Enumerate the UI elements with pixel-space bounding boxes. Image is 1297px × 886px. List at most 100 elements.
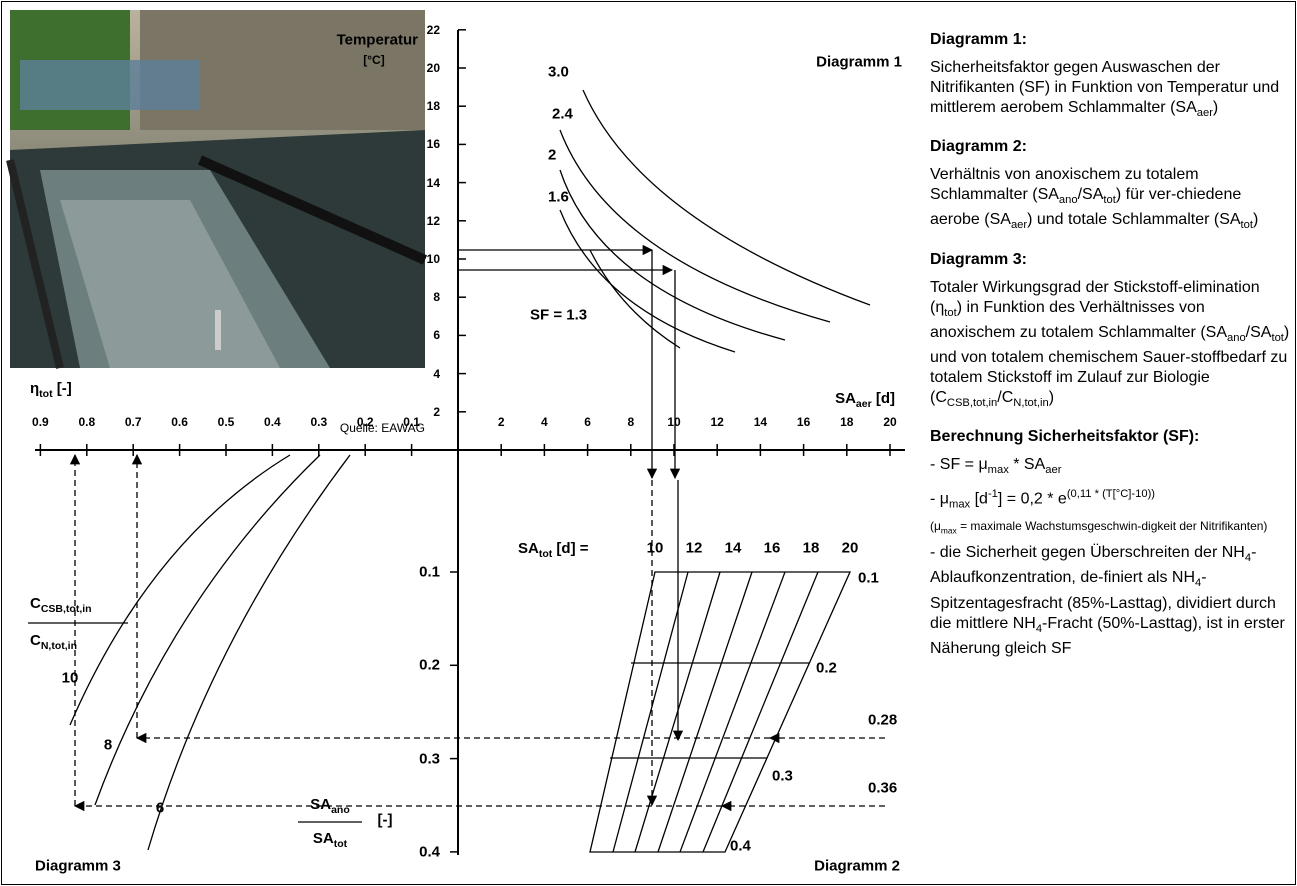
eta-curves <box>70 455 350 850</box>
text-run: - die Sicherheit gegen Überschreiten der… <box>930 544 1245 561</box>
cod-numerator: CCSB,tot,in <box>30 595 92 615</box>
x-tick-label: 10 <box>667 415 680 429</box>
reading-label: 0.28 <box>868 712 897 729</box>
text-run: η <box>30 380 39 397</box>
y-tick-label: 22 <box>427 23 440 37</box>
y-tick-label: 12 <box>427 214 440 228</box>
subscript: tot <box>1103 194 1115 206</box>
diagram-label: Diagramm 2 <box>814 858 900 875</box>
y-tick-label: 10 <box>427 252 440 266</box>
ratio-tick-label: 0.4 <box>419 843 440 860</box>
subscript: max <box>949 499 970 511</box>
section-text: Totaler Wirkungsgrad der Stickstoff-elim… <box>930 278 1292 414</box>
curve-label: 6 <box>156 800 164 817</box>
text-run: [d] = <box>552 540 588 557</box>
curve-label: 2.4 <box>552 106 573 123</box>
x-tick-label: 2 <box>498 415 505 429</box>
y-tick-label: 4 <box>433 367 440 381</box>
subscript: aer <box>1197 107 1213 119</box>
text-run: = maximale Wachstumsgeschwin-digkeit der… <box>957 519 1268 533</box>
diagram-label: Diagramm 3 <box>35 858 121 875</box>
calc-item: - SF = μmax * SAaer <box>930 455 1292 480</box>
text-run: - SF = μ <box>930 456 988 473</box>
cod-denominator: CN,tot,in <box>30 632 77 652</box>
text-run: [d] <box>872 390 895 407</box>
subscript: tot <box>1241 220 1253 232</box>
eta-tick-label: 0.1 <box>403 415 420 429</box>
x-tick-label: 4 <box>541 415 548 429</box>
x-tick-label: 8 <box>627 415 634 429</box>
eta-tick-label: 0.6 <box>171 415 188 429</box>
y-tick-label: 20 <box>427 61 440 75</box>
eta-tick-label: 0.4 <box>264 415 281 429</box>
y-axis-title: Temperatur <box>337 32 418 49</box>
grid-label: 0.3 <box>772 768 793 785</box>
x-tick-label: 14 <box>754 415 767 429</box>
ratio-denominator: SAtot <box>313 830 347 850</box>
text-run: ) in Funktion des Verhältnisses von anox… <box>930 299 1227 341</box>
text-run: ) <box>1049 389 1054 406</box>
text-run: /SA <box>1078 186 1104 203</box>
sa-tot-title: SAtot [d] = <box>518 540 589 560</box>
y-tick-label: 6 <box>433 328 440 342</box>
curve-label: 1.6 <box>548 189 569 206</box>
subscript: ano <box>1059 194 1078 206</box>
section-text: Verhältnis von anoxischem zu totalem Sch… <box>930 165 1292 235</box>
text-run: C <box>30 595 41 612</box>
text-run: C <box>30 632 41 649</box>
ratio-tick-label: 0.2 <box>419 657 440 674</box>
ratio-numerator: SAano <box>310 796 350 816</box>
text-run: ) <box>1213 99 1218 116</box>
y-tick-label: 16 <box>427 137 440 151</box>
text-run: ) und totale Schlammalter (SA <box>1027 211 1240 228</box>
subscript: tot <box>39 388 52 400</box>
subscript: max <box>941 525 957 535</box>
text-run: /C <box>997 389 1013 406</box>
sa-tot-label: 18 <box>803 540 820 557</box>
ratio-tick-label: 0.3 <box>419 750 440 767</box>
calc-block: Berechnung Sicherheitsfaktor (SF): - SF =… <box>930 427 1292 659</box>
x-tick-label: 16 <box>797 415 810 429</box>
x-tick-label: 12 <box>711 415 724 429</box>
curve-label: SF = 1.3 <box>530 307 587 324</box>
calc-title: Berechnung Sicherheitsfaktor (SF): <box>930 427 1292 447</box>
x-axis-title: SAaer [d] <box>835 390 895 410</box>
text-run: SA <box>310 796 331 813</box>
sf-curves <box>560 90 870 352</box>
reading-label: 0.36 <box>868 780 897 797</box>
eta-tick-label: 0.2 <box>357 415 374 429</box>
x-tick-label: 18 <box>840 415 853 429</box>
grid-label: 0.4 <box>730 838 751 855</box>
section-text: Sicherheitsfaktor gegen Auswaschen der N… <box>930 58 1292 123</box>
sa-grid <box>590 572 850 852</box>
reading-arrows <box>458 250 678 740</box>
calc-item: - die Sicherheit gegen Überschreiten der… <box>930 543 1292 659</box>
eta-axis-title: ηtot [-] <box>30 380 72 400</box>
subscript: CSB,tot,in <box>41 603 92 615</box>
y-tick-label: 2 <box>433 405 440 419</box>
curve-label: 2 <box>548 147 556 164</box>
subscript: aer <box>1045 464 1061 476</box>
subscript: ano <box>1227 332 1246 344</box>
text-run: SA <box>313 830 334 847</box>
curve-label: 8 <box>104 737 112 754</box>
grid-label: 0.2 <box>816 660 837 677</box>
eta-tick-label: 0.7 <box>125 415 142 429</box>
text-run: - μ <box>930 491 949 508</box>
section-title: Diagramm 2: <box>930 137 1292 157</box>
curve-label: 10 <box>62 670 79 687</box>
calc-item: - μmax [d-1] = 0,2 * e(0,11 * (T[°C]-10)… <box>930 484 1292 515</box>
text-run: SA <box>518 540 539 557</box>
superscript: (0,11 * (T[°C]-10)) <box>1067 488 1155 500</box>
x-tick-label: 20 <box>883 415 896 429</box>
sa-tot-label: 20 <box>842 540 859 557</box>
subscript: tot <box>944 307 956 319</box>
subscript: tot <box>334 838 347 850</box>
grid-label: 0.1 <box>858 570 879 587</box>
sa-tot-label: 10 <box>647 540 664 557</box>
y-tick-label: 18 <box>427 99 440 113</box>
eta-tick-label: 0.8 <box>78 415 95 429</box>
page: Diagramm 1:Sicherheitsfaktor gegen Auswa… <box>0 0 1297 886</box>
text-run: /SA <box>1246 324 1272 341</box>
subscript: N,tot,in <box>1013 397 1048 409</box>
